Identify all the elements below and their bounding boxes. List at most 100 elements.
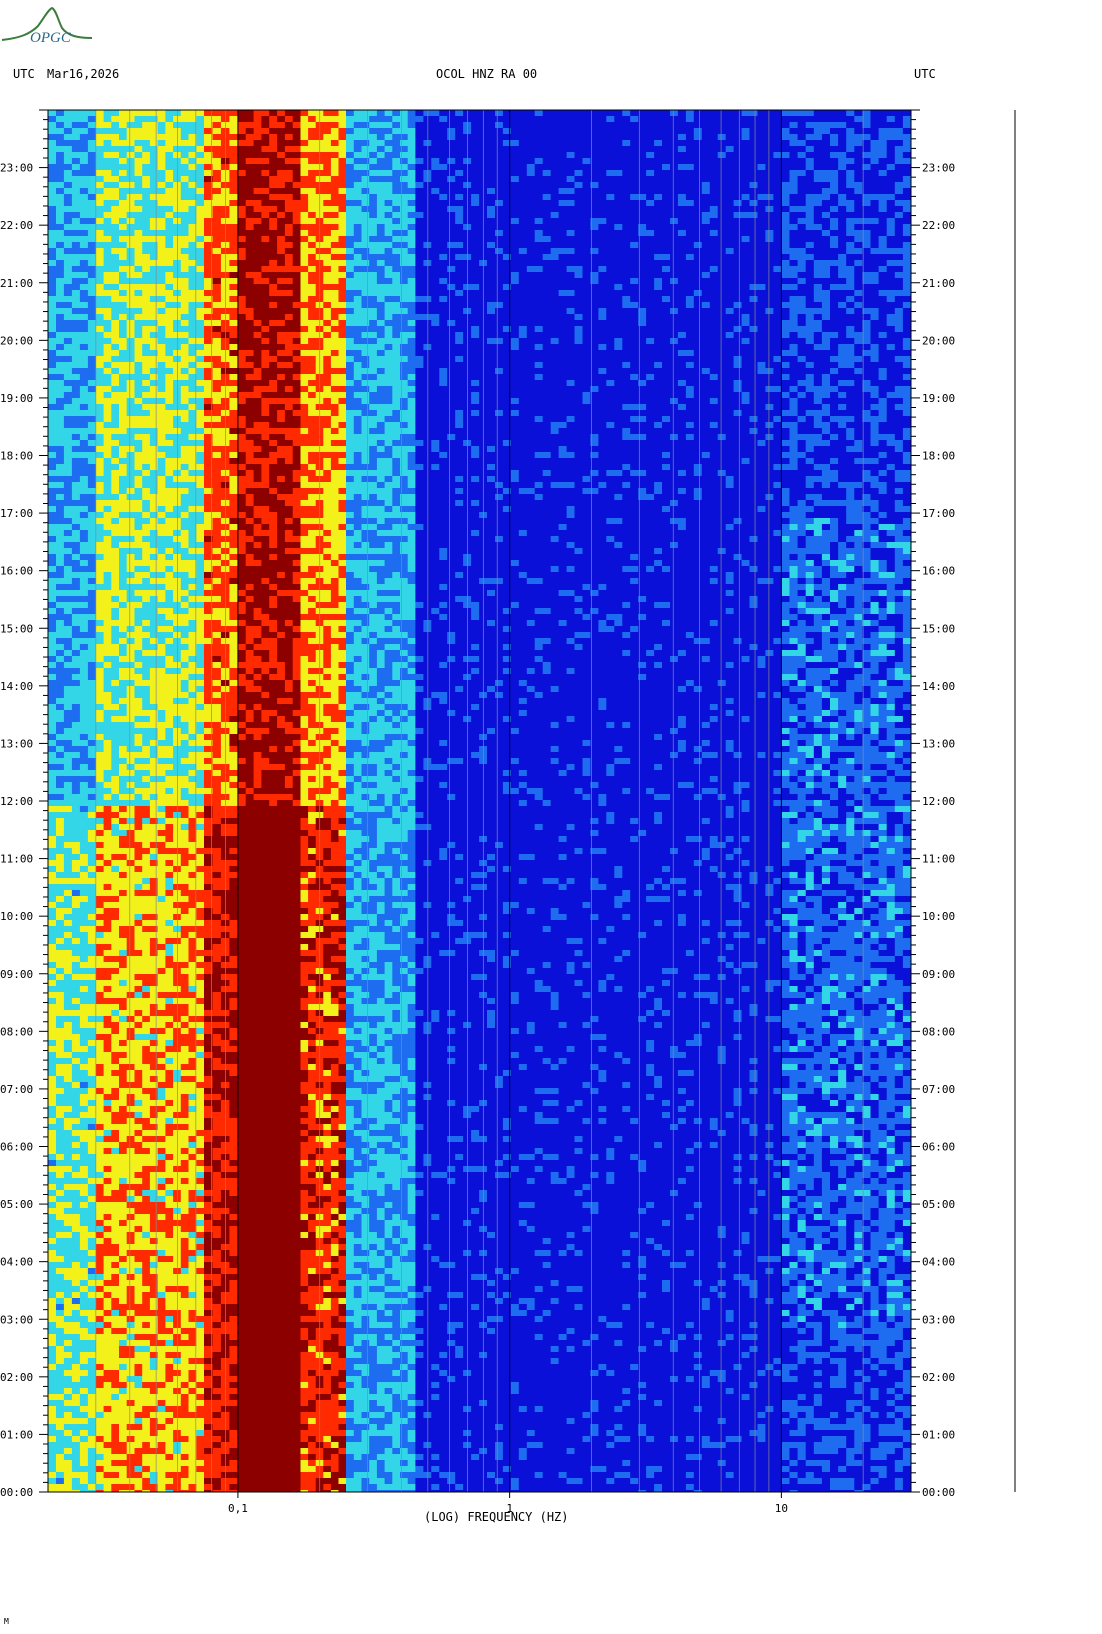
- heatmap-cell: [48, 1196, 57, 1203]
- heatmap-cell: [165, 902, 174, 909]
- heatmap-cell: [103, 938, 112, 945]
- heatmap-cell: [95, 758, 105, 765]
- heatmap-cell: [56, 602, 65, 609]
- heatmap-cell: [71, 230, 81, 237]
- heatmap-cell: [157, 1052, 166, 1059]
- heatmap-cell: [204, 332, 214, 339]
- heatmap-cell: [180, 1340, 190, 1347]
- heatmap-cell: [56, 890, 65, 897]
- heatmap-cell: [229, 248, 239, 255]
- heatmap-cell: [180, 1400, 190, 1407]
- heatmap-cell: [95, 878, 105, 885]
- heatmap-cell: [157, 428, 166, 435]
- heatmap-cell: [134, 1424, 143, 1431]
- heatmap-cell: [165, 122, 174, 129]
- heatmap-cell: [157, 1214, 166, 1221]
- heatmap-cell: [71, 320, 81, 327]
- heatmap-cell: [142, 1100, 151, 1107]
- heatmap-cell: [196, 152, 205, 159]
- heatmap-cell: [111, 674, 120, 681]
- heatmap-cell: [229, 176, 239, 183]
- heatmap-cell: [134, 530, 143, 537]
- heatmap-cell: [56, 578, 65, 585]
- heatmap-cell: [149, 1220, 159, 1227]
- heatmap-cell: [149, 692, 159, 699]
- heatmap-cell: [126, 170, 135, 177]
- heatmap-cell: [48, 944, 57, 951]
- heatmap-cell: [180, 410, 190, 417]
- heatmap-cell: [103, 782, 112, 789]
- heatmap-cell: [103, 110, 112, 117]
- heatmap-cell: [165, 1280, 174, 1287]
- heatmap-cell: [56, 1436, 65, 1443]
- heatmap-cell: [142, 1136, 151, 1143]
- heatmap-cell: [95, 896, 105, 903]
- heatmap-cell: [165, 1016, 174, 1023]
- heatmap-cell: [103, 140, 112, 147]
- heatmap-cell: [71, 878, 81, 885]
- heatmap-cell: [157, 224, 166, 231]
- heatmap-cell: [165, 338, 174, 345]
- heatmap-cell: [173, 728, 182, 735]
- heatmap-cell: [95, 908, 105, 915]
- heatmap-cell: [63, 986, 73, 993]
- heatmap-cell: [173, 542, 182, 549]
- heatmap-cell: [56, 362, 65, 369]
- heatmap-cell: [196, 476, 205, 483]
- heatmap-cell: [111, 218, 120, 225]
- heatmap-cell: [204, 272, 214, 279]
- heatmap-cell: [79, 1076, 89, 1083]
- heatmap-cell: [111, 1394, 120, 1401]
- heatmap-cell: [134, 266, 143, 273]
- heatmap-cell: [229, 446, 239, 453]
- heatmap-cell: [63, 236, 73, 243]
- heatmap-cell: [212, 338, 222, 345]
- heatmap-cell: [87, 134, 97, 141]
- heatmap-cell: [196, 818, 205, 825]
- heatmap-cell: [173, 218, 182, 225]
- heatmap-cell: [71, 374, 81, 381]
- heatmap-cell: [79, 1196, 89, 1203]
- heatmap-cell: [103, 254, 112, 261]
- heatmap-cell: [157, 806, 166, 813]
- heatmap-cell: [149, 704, 159, 711]
- heatmap-cell: [103, 1274, 112, 1281]
- heatmap-cell: [63, 1304, 73, 1311]
- heatmap-cell: [204, 176, 214, 183]
- heatmap-cell: [157, 290, 166, 297]
- heatmap-cell: [142, 896, 151, 903]
- heatmap-cell: [126, 1106, 135, 1113]
- heatmap-cell: [48, 518, 57, 525]
- heatmap-cell: [196, 1430, 205, 1437]
- heatmap-cell: [48, 1478, 57, 1485]
- heatmap-cell: [188, 212, 197, 219]
- heatmap-cell: [157, 440, 166, 447]
- heatmap-cell: [103, 290, 112, 297]
- heatmap-cell: [134, 308, 143, 315]
- heatmap-cell: [87, 1364, 97, 1371]
- heatmap-cell: [79, 434, 89, 441]
- heatmap-cell: [157, 1358, 166, 1365]
- heatmap-cell: [157, 572, 166, 579]
- heatmap-cell: [56, 1478, 65, 1485]
- heatmap-cell: [87, 1388, 97, 1395]
- heatmap-cell: [87, 194, 97, 201]
- heatmap-cell: [119, 1340, 128, 1347]
- heatmap-cell: [204, 350, 214, 357]
- heatmap-cell: [196, 1208, 205, 1215]
- heatmap-cell: [149, 182, 159, 189]
- heatmap-cell: [157, 506, 166, 513]
- heatmap-cell: [119, 680, 128, 687]
- heatmap-cell: [157, 206, 166, 213]
- heatmap-cell: [71, 1208, 81, 1215]
- heatmap-cell: [79, 518, 89, 525]
- heatmap-cell: [173, 710, 182, 717]
- heatmap-cell: [165, 992, 174, 999]
- heatmap-cell: [56, 794, 65, 801]
- heatmap-cell: [87, 1124, 97, 1131]
- heatmap-cell: [188, 1232, 197, 1239]
- heatmap-cell: [180, 734, 190, 741]
- heatmap-cell: [134, 962, 143, 969]
- heatmap-cell: [71, 908, 81, 915]
- heatmap-cell: [111, 536, 120, 543]
